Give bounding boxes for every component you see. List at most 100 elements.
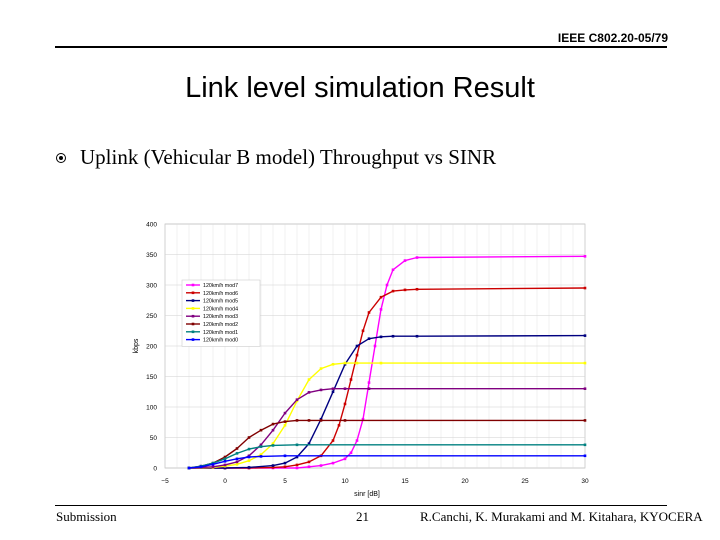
x-tick-label: 5: [283, 478, 287, 485]
data-point: [187, 466, 191, 470]
data-point: [367, 387, 371, 390]
data-point: [343, 457, 347, 461]
y-tick-label: 300: [146, 283, 157, 290]
data-point: [295, 419, 299, 422]
data-point: [295, 466, 299, 470]
data-point: [247, 455, 251, 459]
data-point: [307, 460, 311, 464]
data-point: [343, 419, 347, 422]
data-point: [247, 436, 251, 439]
legend-label: 120km/h mod0: [203, 338, 238, 344]
footer-authors: R.Canchi, K. Murakami and M. Kitahara, K…: [420, 509, 703, 524]
data-point: [331, 439, 335, 442]
data-point: [259, 453, 263, 456]
data-point: [259, 445, 263, 448]
data-point: [295, 463, 299, 467]
series-120km-h-mod0: [187, 454, 587, 470]
x-tick-label: 30: [581, 478, 589, 485]
data-point: [337, 424, 341, 427]
legend-box: [181, 279, 261, 347]
legend-marker: [191, 322, 195, 326]
y-tick-label: 350: [146, 252, 157, 259]
data-point: [259, 428, 263, 432]
data-point: [355, 361, 359, 365]
y-axis-label: kbps: [133, 338, 140, 353]
y-tick-label: 200: [146, 344, 157, 351]
legend-label: 120km/h mod2: [203, 322, 238, 328]
x-tick-label: 0: [223, 478, 227, 485]
data-point: [391, 268, 395, 272]
data-point: [319, 388, 323, 392]
data-point: [361, 329, 365, 333]
bullet-item: Uplink (Vehicular B model) Throughput vs…: [56, 145, 496, 170]
data-point: [307, 391, 311, 394]
data-point: [259, 455, 263, 458]
data-point: [235, 460, 239, 464]
x-tick-label: −5: [161, 478, 169, 485]
data-point: [319, 464, 323, 467]
data-point: [403, 288, 407, 292]
data-point: [349, 378, 353, 381]
data-point: [271, 466, 275, 469]
data-point: [223, 463, 227, 467]
data-point: [223, 459, 227, 463]
data-point: [343, 387, 347, 390]
y-tick-label: 400: [146, 222, 157, 229]
data-point: [271, 444, 275, 447]
data-point: [235, 452, 239, 455]
data-point: [355, 344, 359, 348]
data-point: [379, 335, 383, 339]
data-point: [247, 466, 251, 469]
data-point: [343, 402, 347, 406]
x-tick-label: 15: [401, 478, 409, 485]
slide-title: Link level simulation Result: [185, 72, 535, 104]
data-point: [307, 442, 311, 445]
legend-marker: [191, 330, 195, 334]
data-point: [379, 308, 383, 311]
legend-label: 120km/h mod3: [203, 314, 238, 320]
data-point: [307, 378, 311, 381]
footer-divider: [55, 505, 667, 506]
data-point: [283, 420, 287, 423]
x-axis-label: sinr [dB]: [354, 491, 380, 498]
data-point: [283, 465, 287, 469]
data-point: [271, 442, 275, 445]
data-point: [379, 361, 383, 365]
y-tick-label: 50: [150, 435, 158, 442]
data-point: [283, 461, 287, 465]
data-point: [283, 454, 287, 458]
series-line: [188, 444, 585, 469]
legend-marker: [191, 283, 195, 287]
data-point: [367, 381, 371, 384]
data-point: [319, 367, 323, 370]
chart-axes: 0 50 100 150 200 250 300 350 400 −5 0 5 10 15 20 25 30: [146, 222, 589, 486]
data-point: [367, 311, 371, 314]
x-tick-label: 10: [341, 478, 349, 485]
series-line: [188, 362, 585, 469]
data-point: [223, 455, 227, 459]
data-point: [373, 344, 377, 348]
data-point: [583, 361, 587, 365]
data-point: [343, 361, 347, 365]
data-point: [379, 295, 383, 299]
x-tick-label: 25: [521, 478, 529, 485]
data-point: [295, 455, 299, 459]
data-point: [331, 363, 335, 366]
data-point: [235, 457, 239, 461]
data-point: [307, 465, 311, 469]
bullet-text: Uplink (Vehicular B model) Throughput vs…: [80, 145, 497, 169]
data-point: [361, 417, 365, 421]
x-tick-label: 20: [461, 478, 469, 485]
data-point: [331, 387, 335, 390]
series-line: [189, 287, 586, 469]
data-point: [223, 466, 227, 470]
y-tick-label: 0: [153, 466, 157, 473]
data-point: [235, 463, 239, 466]
data-point: [271, 422, 275, 426]
data-point: [391, 334, 395, 338]
footer-page-number: 21: [356, 509, 369, 524]
y-tick-label: 250: [146, 313, 157, 320]
data-point: [295, 443, 299, 447]
legend-marker: [191, 299, 195, 302]
